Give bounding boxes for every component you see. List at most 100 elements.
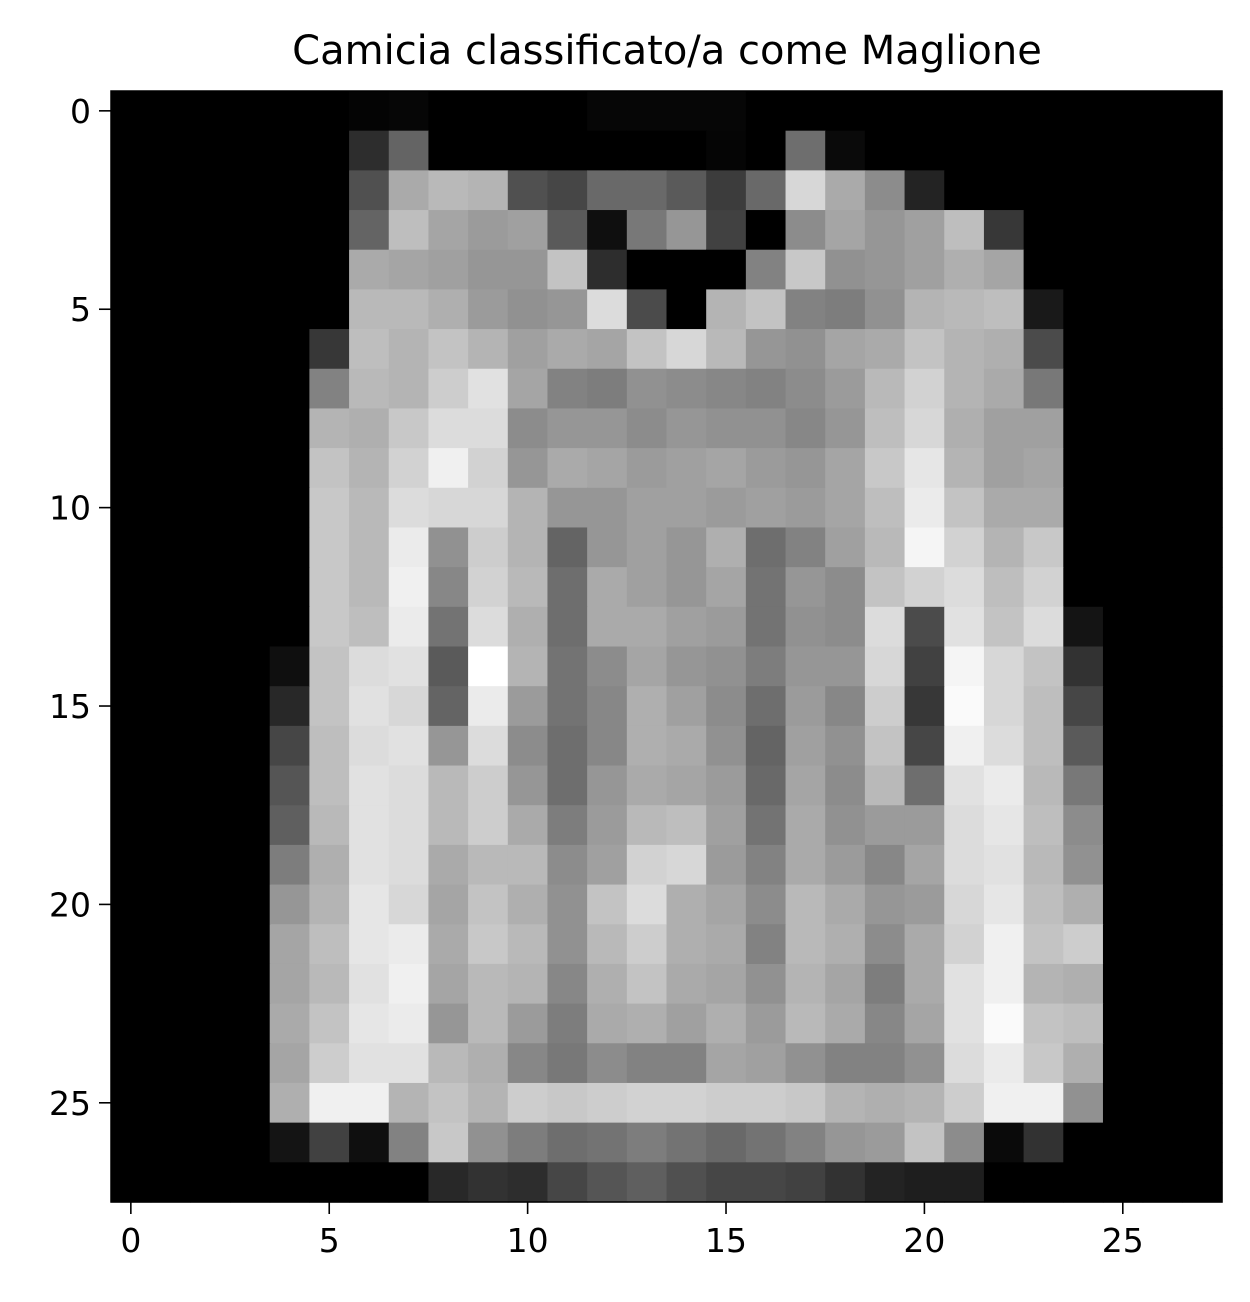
heatmap-cell: [587, 606, 628, 648]
heatmap-cell: [349, 1043, 390, 1084]
heatmap-cell: [785, 1082, 826, 1124]
heatmap-cell: [507, 765, 549, 806]
heatmap-cell: [309, 329, 350, 370]
heatmap-cell: [587, 646, 628, 687]
heatmap-cell: [864, 805, 906, 846]
heatmap-cell: [1182, 884, 1223, 925]
heatmap-cell: [190, 646, 231, 687]
heatmap-cell: [428, 329, 469, 370]
heatmap-cell: [785, 130, 826, 171]
heatmap-cell: [666, 527, 707, 568]
heatmap-cell: [706, 368, 747, 410]
heatmap-cell: [1063, 963, 1104, 1005]
heatmap-cell: [825, 844, 866, 886]
heatmap-cell: [626, 646, 668, 687]
heatmap-cell: [1023, 329, 1064, 370]
heatmap-cell: [1182, 289, 1223, 330]
heatmap-cell: [1102, 567, 1144, 608]
heatmap-cell: [587, 487, 628, 529]
heatmap-cell: [944, 884, 985, 925]
heatmap-cell: [666, 130, 707, 171]
heatmap-cell: [1023, 1043, 1064, 1084]
heatmap-cell: [309, 210, 350, 251]
heatmap-cell: [825, 130, 866, 171]
heatmap-cell: [1063, 130, 1104, 171]
heatmap-cell: [269, 527, 310, 568]
heatmap-cell: [111, 567, 152, 608]
heatmap-cell: [1142, 884, 1183, 925]
heatmap-cell: [626, 1043, 668, 1084]
heatmap-cell: [904, 487, 945, 529]
heatmap-cell: [944, 567, 985, 608]
heatmap-cell: [349, 1082, 390, 1124]
chart-title: Camicia classificato/a come Maglione: [292, 28, 1042, 74]
heatmap-cell: [190, 91, 231, 132]
heatmap-cell: [309, 963, 350, 1005]
heatmap-cell: [626, 1082, 668, 1124]
heatmap-cell: [1142, 329, 1183, 370]
heatmap-cell: [507, 567, 549, 608]
heatmap-cell: [150, 1122, 191, 1163]
heatmap-cell: [150, 844, 191, 886]
y-tick-label: 25: [49, 1084, 91, 1123]
y-tick-label: 20: [49, 885, 91, 924]
heatmap-cell: [864, 91, 906, 132]
heatmap-cell: [1063, 884, 1104, 925]
heatmap-cell: [587, 686, 628, 727]
heatmap-cell: [1063, 368, 1104, 410]
heatmap-cell: [269, 289, 310, 330]
heatmap-cell: [349, 963, 390, 1005]
heatmap-cell: [349, 646, 390, 687]
heatmap-cell: [1182, 963, 1223, 1005]
heatmap-cell: [507, 210, 549, 251]
heatmap-cell: [150, 329, 191, 370]
heatmap-cell: [864, 249, 906, 290]
heatmap-cell: [587, 1003, 628, 1044]
heatmap-cell: [745, 170, 787, 211]
heatmap-cell: [309, 924, 350, 965]
heatmap-cell: [864, 686, 906, 727]
heatmap-cell: [190, 329, 231, 370]
heatmap-cell: [111, 805, 152, 846]
heatmap-cell: [1182, 170, 1223, 211]
heatmap-cell: [983, 487, 1025, 529]
heatmap-cell: [269, 725, 310, 767]
heatmap-cell: [983, 884, 1025, 925]
heatmap-cell: [983, 963, 1025, 1005]
heatmap-cell: [1063, 646, 1104, 687]
heatmap-cell: [825, 448, 866, 489]
heatmap-cell: [468, 725, 509, 767]
heatmap-cell: [507, 249, 549, 290]
heatmap-cell: [190, 606, 231, 648]
heatmap-cell: [150, 725, 191, 767]
heatmap-cell: [309, 884, 350, 925]
heatmap-cell: [388, 289, 430, 330]
heatmap-cell: [706, 130, 747, 171]
heatmap-cell: [864, 884, 906, 925]
heatmap-cell: [309, 1003, 350, 1044]
heatmap-cell: [349, 368, 390, 410]
heatmap-cell: [706, 884, 747, 925]
heatmap-cell: [190, 765, 231, 806]
heatmap-cell: [1102, 924, 1144, 965]
heatmap-cell: [745, 1162, 787, 1203]
heatmap-cell: [983, 1003, 1025, 1044]
heatmap-cell: [785, 567, 826, 608]
heatmap-cell: [111, 527, 152, 568]
heatmap-cell: [745, 130, 787, 171]
heatmap-cell: [864, 329, 906, 370]
heatmap-cell: [269, 606, 310, 648]
heatmap-cell: [944, 606, 985, 648]
heatmap-cell: [150, 646, 191, 687]
heatmap-cell: [468, 884, 509, 925]
heatmap-cell: [864, 130, 906, 171]
heatmap-cell: [111, 884, 152, 925]
heatmap-cell: [150, 805, 191, 846]
heatmap-cell: [309, 1043, 350, 1084]
heatmap-cell: [150, 487, 191, 529]
heatmap-cell: [309, 1122, 350, 1163]
heatmap-cell: [1063, 765, 1104, 806]
heatmap-cell: [1102, 1162, 1144, 1203]
heatmap-cell: [349, 567, 390, 608]
